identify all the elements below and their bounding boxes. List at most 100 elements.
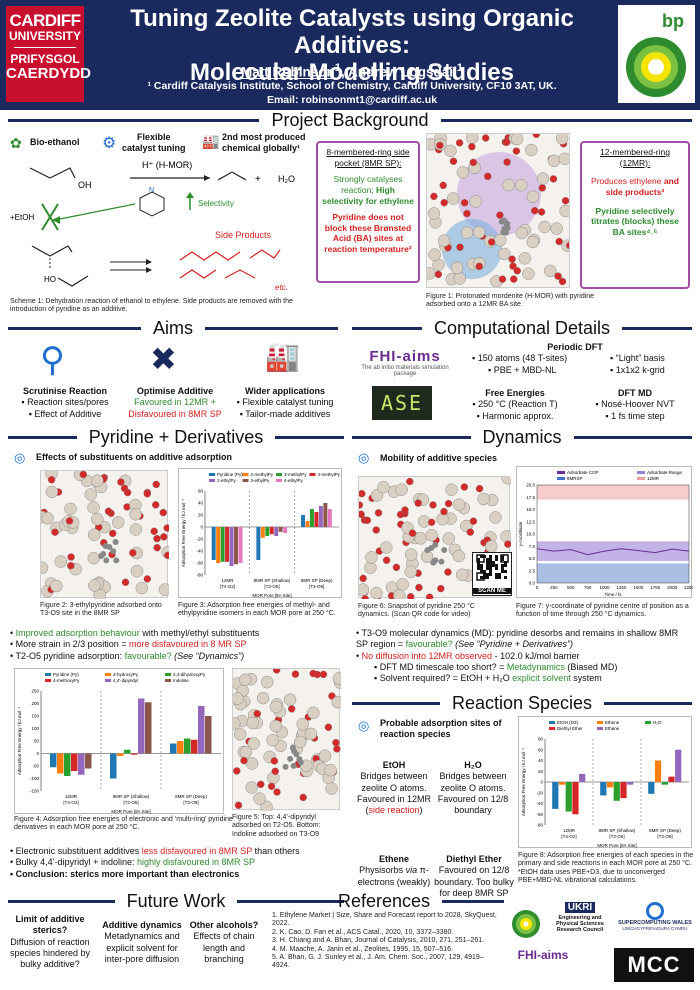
bar-h-o-0 [565, 782, 572, 812]
target-icon: ◎ [358, 450, 370, 465]
category-label: 8MR SP (Deep) [649, 828, 681, 833]
legend-swatch [276, 473, 282, 476]
species-ethene: Ethene Physisorbs via π-electrons (weakl… [356, 854, 432, 888]
bar-pyridine-py--2 [170, 743, 177, 754]
y-tick-label: -20 [536, 790, 543, 795]
selectivity-label: Selectivity [198, 199, 234, 208]
legend-label: 3-ethylPy [251, 478, 271, 483]
section-heading-reaction: Reaction Species [352, 693, 692, 713]
mr8-box: 8-membered-ring side pocket (8MR SP): St… [316, 141, 420, 283]
ethene-desc-a: Physisorbs [359, 865, 406, 876]
future-3-desc: Effects of chain length and branching [193, 931, 255, 964]
y-tick-label: 200 [31, 701, 39, 706]
category-label: 8MR SP (Deep) [175, 794, 207, 799]
legend-swatch [557, 471, 565, 474]
y-tick-label: -150 [30, 789, 40, 794]
poster-title: Tuning Zeolite Catalysts using Organic A… [92, 5, 612, 86]
bar-4-ethylpy-1 [283, 527, 288, 533]
y-tick-label: 7.5 [529, 544, 536, 549]
bar-etoh-d3--1 [600, 782, 607, 796]
aim-1-item-1: ▪ Reaction sites/pores [21, 397, 109, 408]
supercomputing-wales-logo: SUPERCOMPUTING WALES UWCHGYFRIFIADURA CY… [614, 902, 696, 931]
bar-2-ethylpy-1 [274, 527, 279, 536]
fhi-aims-text: FHI-aims [369, 348, 441, 365]
dft-md-title: DFT MD [618, 388, 652, 398]
legend-label: Adsorbate COP [567, 470, 599, 475]
aim-3-item-1-text: Flexible catalyst tuning [242, 397, 334, 408]
legend-label: 4-methylPy [318, 472, 341, 477]
bar-2-4-dihydroxypy-2 [184, 738, 191, 754]
future-1-title: Limit of additive sterics? [15, 914, 85, 936]
future-1-desc: Diffusion of reaction species hindered b… [9, 936, 91, 970]
legend-label: 4,4'-dipyridyl [113, 678, 138, 683]
bar-ethene-2 [654, 760, 662, 782]
water-product: H₂O [278, 174, 295, 184]
category-label: 12MR [563, 828, 576, 833]
y-tick-label: 100 [31, 726, 39, 731]
y-tick-label: 150 [31, 714, 39, 719]
dyn-d4c: system [570, 673, 602, 683]
section-heading-dynamics: Dynamics [352, 427, 693, 447]
periodic-dft: Periodic DFT [460, 342, 690, 353]
etoh-desc: Bridges between zeolite O atoms. Favoure… [356, 771, 432, 816]
x-tick-label: 1500 [633, 585, 644, 590]
reference-2: 2. K. Cao, D. Fan et al., ACS Catal., 20… [272, 928, 454, 936]
md-1-text: Nosé-Hoover NVT [601, 399, 675, 410]
fig6-structure [355, 472, 514, 603]
qr-code[interactable]: SCAN ME [472, 552, 512, 596]
reaction-scheme: OH H⁺ (H-MOR) + H₂O N Selectivity +EtOH … [10, 160, 295, 292]
affiliation: ¹ Cardiff Catalysis Institute, School of… [147, 80, 557, 92]
dynamics-bullets: • T3-O9 molecular dynamics (MD): pyridin… [356, 628, 692, 684]
category-label: 8MR SP (Shallow) [599, 828, 636, 833]
pyr-c1b: less disfavoured in 8MR SP [141, 846, 253, 856]
fig5-structure [228, 666, 347, 814]
x-tick-label: 500 [567, 585, 575, 590]
bar-3-ethylpy-2 [323, 503, 328, 527]
bar-4-methylpy-1 [269, 527, 274, 535]
svg-text:N: N [149, 187, 154, 194]
fig2-caption: Figure 2: 3-ethylpyridine adsorbed onto … [40, 602, 162, 618]
bar-4-methoxypy-0 [71, 753, 78, 771]
y-tick-label: 20 [538, 769, 544, 774]
poster-header: CARDIFF UNIVERSITY PRIFYSGOL CAERDYDD Tu… [0, 0, 700, 110]
aim-wider: Wider applications ▪ Flexible catalyst t… [225, 386, 345, 420]
aim-2-line-2: Disfavoured in 8MR SP [128, 408, 222, 419]
author-2-affil: 1 [456, 62, 464, 74]
comp-detail-3: ▪ “Light” basis [610, 353, 665, 363]
y-tick-label: -100 [30, 776, 40, 781]
etoh-desc-a: Bridges between zeolite O atoms. Favoure… [356, 771, 432, 815]
reference-3: 3. H. Chiang and A. Bhan, Journal of Cat… [272, 937, 485, 945]
reagent-label: H⁺ (H-MOR) [142, 160, 192, 170]
second-most-produced: 2nd most produced chemical globally¹ [222, 132, 306, 154]
dee-title: Diethyl Ether [446, 854, 502, 864]
bp-small-logo [508, 904, 544, 940]
legend-swatch [242, 479, 249, 482]
fhi-aims-subtitle: The ab initio materials simulation packa… [361, 365, 449, 377]
fig8-chart-svg: 12MR[T4-O2] 8MR SP (Shallow)[T2-O5] 8MR SP… [521, 720, 689, 848]
aim-1-title: Scrutinise Reaction [22, 386, 108, 396]
legend-swatch [165, 679, 171, 682]
legend-label: Diethyl Ether [557, 726, 583, 731]
category-label: [T2-O5] [609, 834, 624, 839]
title-line-2: Molecular Modelling Studies [189, 59, 515, 87]
future-col-1: Limit of additive sterics? Diffusion of … [6, 914, 94, 970]
heading-text: Reaction Species [451, 692, 593, 713]
bar-ethene-1 [606, 782, 614, 788]
bar-4-4-dipyridyl-0 [78, 753, 85, 775]
section-heading-pyridine: Pyridine + Derivatives [8, 427, 345, 447]
aim-2-line-1: Favoured in 12MR + [134, 397, 216, 408]
category-label: [T3-O9] [183, 800, 198, 805]
dyn-d3b: Metadynamics [506, 661, 565, 672]
y-tick-label: 60 [198, 489, 204, 494]
fig6-caption: Figure 6: Snapshot of pyridine 250 °C dy… [358, 603, 475, 619]
ethene-desc: Physisorbs via π-electrons (weakly) [356, 865, 432, 888]
legend-label: 8MRSP [567, 476, 583, 481]
pyr-b1b: with methyl/ethyl substituents [139, 628, 260, 638]
aim-optimise: Optimise Additive Favoured in 12MR + Dis… [120, 386, 230, 420]
y-tick-label: 12.5 [526, 519, 535, 524]
y-tick-label: 40 [538, 758, 544, 763]
pyridine-bullets-2: • Electronic substituent additives less … [10, 846, 350, 880]
bar-3-methylpy-0 [220, 527, 225, 562]
bar-2-ethylpy-2 [318, 506, 323, 527]
legend-label: Pyridine (Py) [53, 672, 79, 677]
